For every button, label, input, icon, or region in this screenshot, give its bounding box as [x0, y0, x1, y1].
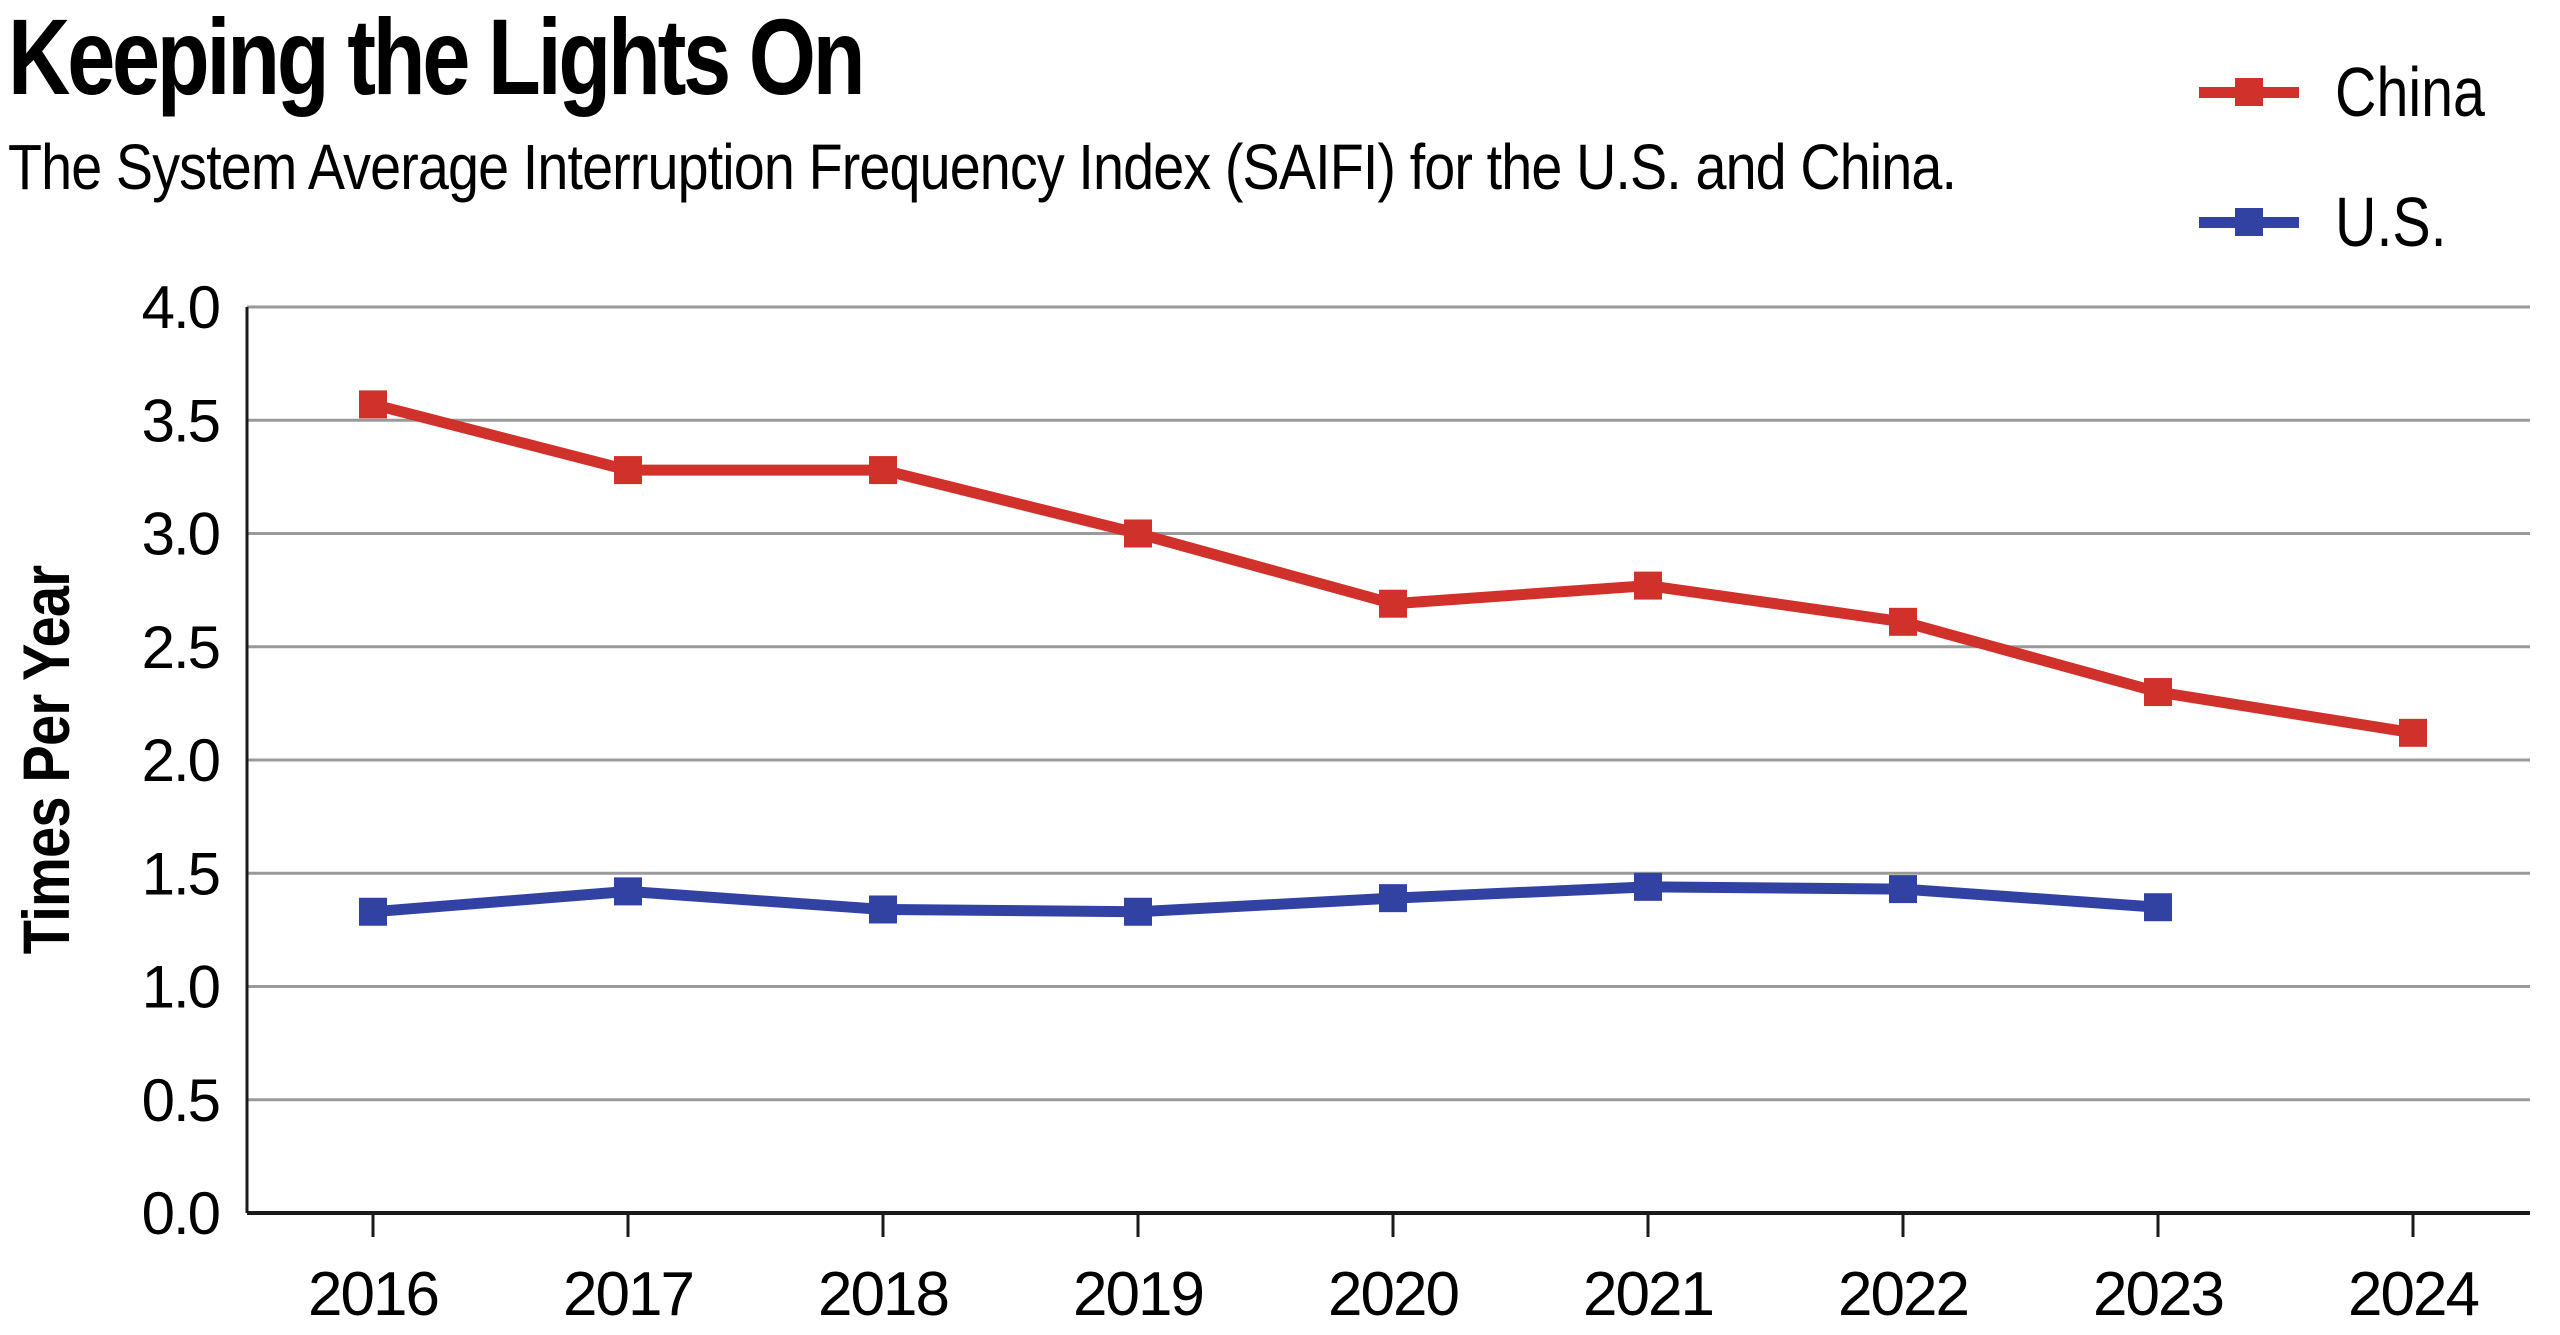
x-tick-label: 2023 [2093, 1260, 2223, 1329]
y-tick-label: 3.0 [142, 501, 220, 568]
series-line-us [372, 881, 2159, 918]
china-line-square-marker-icon [2199, 77, 2300, 106]
legend-label-china: China [2335, 53, 2486, 131]
x-tick-label: 2021 [1583, 1260, 1713, 1329]
data-point-marker-china-2020 [1379, 589, 1407, 618]
legend-item-us: U.S. [2199, 176, 2518, 268]
data-point-marker-china-2024 [2399, 718, 2427, 747]
x-tick-label: 2016 [308, 1260, 438, 1329]
data-point-marker-china-2019 [1124, 519, 1152, 548]
y-tick-label: 1.0 [142, 954, 220, 1021]
y-tick-label: 0.5 [142, 1067, 219, 1134]
legend-item-china: China [2199, 46, 2518, 138]
data-point-marker-china-2017 [614, 456, 642, 485]
y-tick-label: 2.5 [142, 614, 219, 681]
data-point-marker-china-2023 [2144, 678, 2172, 707]
data-point-marker-us-2020 [1379, 884, 1407, 913]
data-point-marker-china-2022 [1889, 607, 1917, 636]
data-point-marker-china-2021 [1634, 571, 1662, 600]
chart-title: Keeping the Lights On [8, 0, 866, 117]
data-point-marker-us-2016 [359, 897, 387, 926]
legend: China U.S. [2199, 46, 2518, 306]
data-point-marker-us-2019 [1124, 897, 1152, 926]
y-tick-label: 3.5 [142, 387, 219, 454]
us-line-square-marker-icon [2199, 207, 2300, 236]
y-tick-label: 1.5 [142, 840, 219, 907]
data-point-marker-us-2017 [614, 877, 642, 906]
data-point-marker-china-2018 [869, 456, 897, 485]
y-tick-label: 0.0 [142, 1180, 220, 1247]
x-tick-label: 2017 [563, 1260, 693, 1329]
series-line-china [371, 399, 2414, 739]
data-point-marker-us-2021 [1634, 872, 1662, 901]
x-tick-label: 2020 [1328, 1260, 1458, 1329]
data-point-marker-china-2016 [359, 390, 387, 419]
data-point-marker-us-2022 [1889, 875, 1917, 904]
x-tick-label: 2022 [1838, 1260, 1968, 1329]
y-tick-label: 2.0 [142, 727, 220, 794]
legend-label-us: U.S. [2335, 183, 2447, 261]
x-tick-label: 2019 [1073, 1260, 1203, 1329]
data-point-marker-us-2018 [869, 895, 897, 924]
data-point-marker-us-2023 [2144, 893, 2172, 922]
chart-subtitle: The System Average Interruption Frequenc… [8, 131, 1957, 203]
x-tick-label: 2024 [2348, 1260, 2478, 1329]
y-tick-label: 4.0 [142, 274, 220, 341]
x-tick-label: 2018 [818, 1260, 948, 1329]
